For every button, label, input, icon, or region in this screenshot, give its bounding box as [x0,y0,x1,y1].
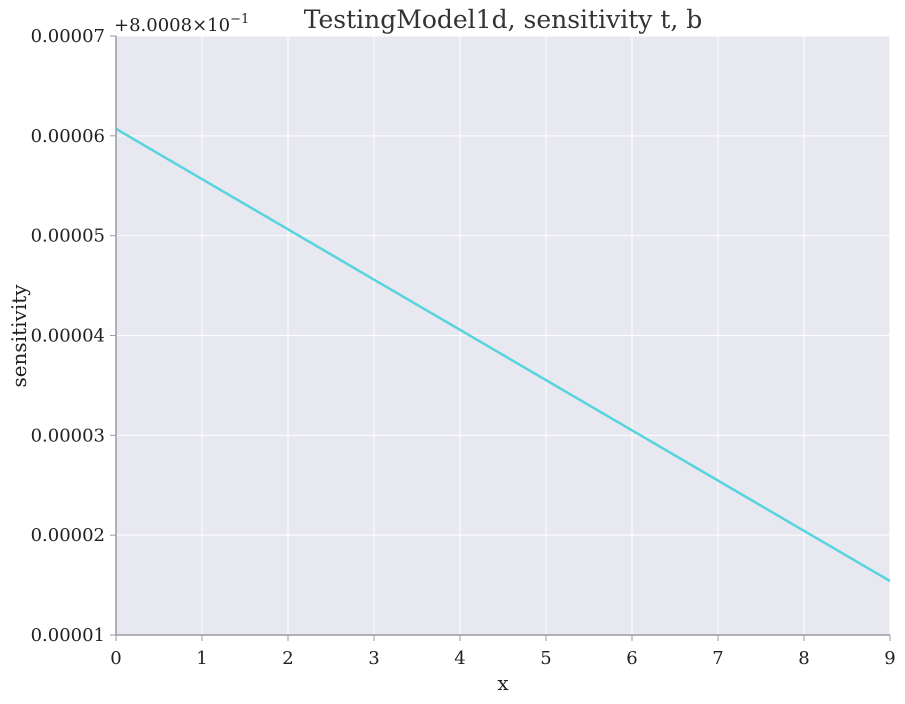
y-tick-label-0: 0.00001 [31,625,105,646]
axis-offset-label: +8.0008×10−1 [114,12,249,36]
x-tick-label-5: 5 [540,648,551,669]
y-axis-title: sensitivity [7,284,31,388]
y-tick-label-2: 0.00003 [31,425,105,446]
chart-title: TestingModel1d, sensitivity t, b [304,5,703,34]
y-tick-label-4: 0.00005 [31,226,105,247]
x-tick-label-1: 1 [196,648,207,669]
y-axis-ticks: 0.00001 0.00002 0.00003 0.00004 0.00005 0.000… [31,26,116,646]
y-tick-label-6: 0.00007 [31,26,105,47]
axis-offset-base: +8.0008×10 [114,15,230,36]
x-tick-label-8: 8 [798,648,809,669]
series-line-0 [115,127,891,583]
y-tick-label-1: 0.00002 [31,525,105,546]
x-tick-label-4: 4 [454,648,465,669]
axis-offset-exponent: −1 [230,12,249,27]
x-tick-label-0: 0 [110,648,121,669]
x-tick-label-9: 9 [884,648,895,669]
x-tick-label-6: 6 [626,648,637,669]
x-tick-label-2: 2 [282,648,293,669]
x-axis-title: x [497,671,509,695]
y-tick-label-5: 0.00006 [31,126,105,147]
y-tick-label-3: 0.00004 [31,326,105,347]
x-axis-ticks: 0 1 2 3 4 5 6 7 8 9 [110,635,896,669]
x-tick-label-7: 7 [712,648,723,669]
series-layer [115,127,891,583]
x-tick-label-3: 3 [368,648,379,669]
